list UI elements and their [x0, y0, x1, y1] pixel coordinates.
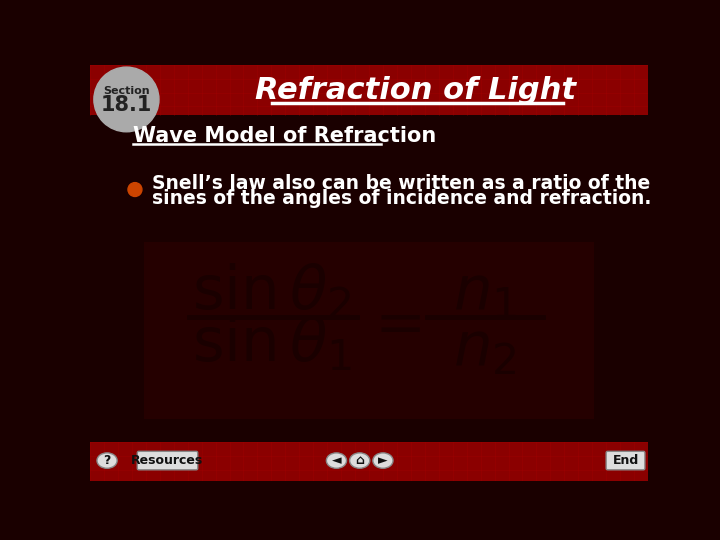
- Text: ►: ►: [378, 454, 388, 467]
- FancyBboxPatch shape: [138, 451, 198, 470]
- Text: ⌂: ⌂: [355, 454, 364, 467]
- Text: Refraction of Light: Refraction of Light: [255, 76, 576, 105]
- Text: 18.1: 18.1: [101, 95, 152, 115]
- Text: Wave Model of Refraction: Wave Model of Refraction: [132, 126, 436, 146]
- Text: $n_1$: $n_1$: [453, 262, 517, 322]
- Text: Section: Section: [103, 86, 150, 96]
- Text: Resources: Resources: [131, 454, 204, 467]
- Ellipse shape: [97, 453, 117, 468]
- Text: Snell’s law also can be written as a ratio of the: Snell’s law also can be written as a rat…: [152, 174, 650, 193]
- Ellipse shape: [373, 453, 393, 468]
- Text: $\mathrm{sin}\,\theta_2$: $\mathrm{sin}\,\theta_2$: [192, 262, 352, 322]
- FancyBboxPatch shape: [606, 451, 645, 470]
- Text: ◄: ◄: [332, 454, 341, 467]
- Text: End: End: [613, 454, 639, 467]
- Text: $=$: $=$: [363, 293, 422, 353]
- Text: $n_2$: $n_2$: [454, 318, 517, 378]
- Ellipse shape: [326, 453, 346, 468]
- Text: $\mathrm{sin}\,\theta_1$: $\mathrm{sin}\,\theta_1$: [192, 314, 352, 374]
- Circle shape: [94, 67, 159, 132]
- FancyBboxPatch shape: [90, 442, 648, 481]
- FancyBboxPatch shape: [144, 242, 594, 419]
- Ellipse shape: [350, 453, 370, 468]
- Text: ?: ?: [104, 454, 111, 467]
- Circle shape: [128, 183, 142, 197]
- FancyBboxPatch shape: [90, 65, 648, 115]
- Text: sines of the angles of incidence and refraction.: sines of the angles of incidence and ref…: [152, 190, 652, 208]
